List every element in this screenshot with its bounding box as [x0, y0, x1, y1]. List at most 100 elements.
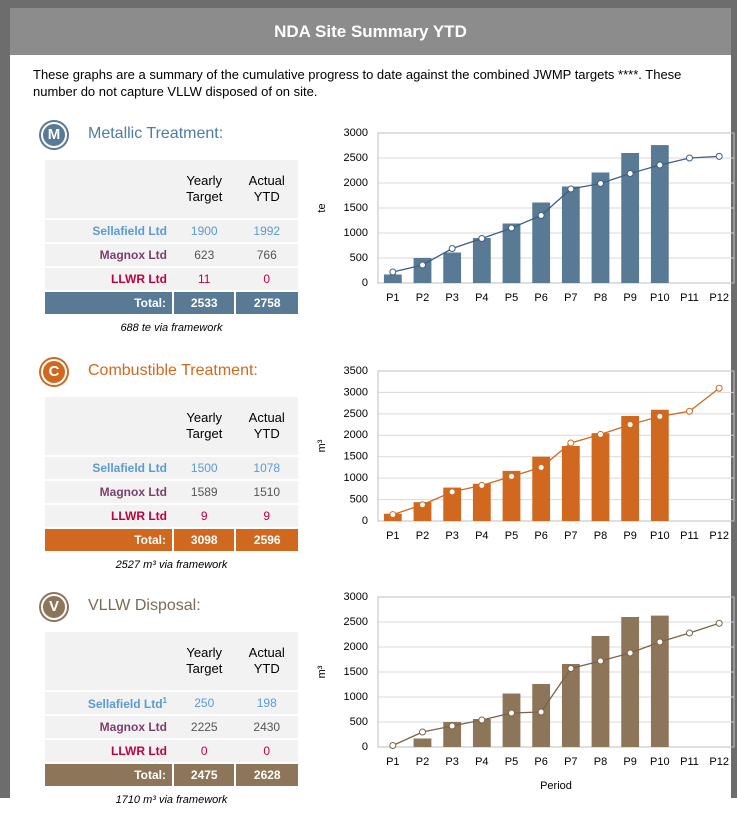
- line-marker: [715, 384, 723, 392]
- line-marker: [597, 180, 604, 187]
- x-tick-label: P11: [680, 756, 699, 768]
- section-title: Combustible Treatment:: [88, 362, 258, 379]
- x-tick-label: P8: [594, 292, 607, 303]
- bar: [413, 258, 432, 283]
- bar: [591, 433, 610, 521]
- x-tick-label: P9: [623, 530, 636, 541]
- bar: [532, 456, 551, 521]
- bar: [472, 719, 491, 747]
- x-tick-label: P9: [623, 756, 636, 768]
- y-tick-label: 2000: [344, 177, 368, 189]
- y-tick-label: 0: [362, 741, 368, 753]
- site-name-text: LLWR Ltd: [111, 509, 167, 523]
- line-marker: [478, 481, 486, 489]
- line-marker: [686, 407, 693, 415]
- line-marker: [537, 212, 545, 219]
- target-value: 1500: [173, 456, 236, 481]
- total-target: 2533: [171, 291, 236, 316]
- target-value: 11: [173, 267, 236, 292]
- y-tick-label: 1500: [344, 666, 368, 678]
- site-name: Sellafield Ltd: [45, 456, 173, 481]
- x-axis-label: Period: [540, 780, 572, 792]
- plot-frame: [377, 370, 735, 522]
- site-name-text: LLWR Ltd: [111, 744, 167, 758]
- line-marker: [448, 245, 456, 252]
- section-title: VLLW Disposal:: [88, 597, 201, 614]
- x-tick-label: P5: [505, 530, 518, 541]
- x-tick-label: P7: [564, 756, 577, 768]
- x-tick-label: P2: [416, 756, 429, 768]
- line: [392, 622, 720, 747]
- icon-letter: C: [48, 363, 60, 380]
- y-axis-label: m³: [316, 439, 328, 452]
- site-name-text: Magnox Ltd: [99, 248, 167, 262]
- y-tick-label: 1500: [344, 451, 368, 463]
- line-marker: [419, 728, 426, 736]
- total-row: Total: 3098 2596: [45, 528, 298, 553]
- bar: [591, 172, 610, 283]
- line-marker: [478, 716, 486, 724]
- empty-cell: [45, 632, 173, 692]
- bar: [502, 470, 521, 521]
- x-tick-label: P1: [386, 530, 399, 541]
- line-marker: [389, 742, 397, 749]
- footnote: 2527 m³ via framework: [115, 559, 228, 571]
- y-axis-label: m³: [316, 665, 328, 678]
- total-label: Total:: [45, 763, 173, 788]
- total-actual: 2758: [234, 291, 298, 316]
- bar: [502, 693, 521, 747]
- actual-value: 1992: [235, 219, 298, 244]
- y-tick-label: 1000: [344, 227, 368, 239]
- icon-letter: V: [48, 598, 59, 615]
- row: Sellafield Ltd 1500 1078: [45, 456, 298, 481]
- site-name: Magnox Ltd: [45, 715, 173, 740]
- line-marker: [626, 649, 634, 657]
- row: LLWR Ltd 11 0: [45, 267, 298, 292]
- icon-letter: M: [47, 126, 61, 143]
- chart: 0 500 1000 1500 2000 2500 3000 3500 m³ P1 P2 P3 P4 P5…: [316, 365, 735, 541]
- header-row: Yearly Target Actual YTD: [45, 397, 298, 457]
- x-tick-label: P10: [650, 530, 670, 541]
- x-tick-label: P5: [505, 756, 518, 768]
- x-tick-label: P3: [445, 530, 458, 541]
- actual-value: 0: [235, 267, 298, 292]
- y-tick-label: 2500: [344, 408, 368, 420]
- column-header: Yearly Target: [173, 160, 236, 220]
- y-tick-label: 1500: [344, 202, 368, 214]
- line-marker: [626, 421, 634, 429]
- line-marker: [567, 665, 575, 672]
- bar: [621, 617, 640, 747]
- x-tick-label: P11: [680, 530, 699, 541]
- x-tick-label: P8: [594, 530, 607, 541]
- x-tick-label: P12: [709, 756, 729, 768]
- line-marker: [656, 412, 664, 420]
- summary-table: Yearly Target Actual YTD Sellafield Ltd 150…: [45, 397, 298, 553]
- header-row: Yearly Target Actual YTD: [45, 632, 298, 692]
- bar: [532, 202, 551, 283]
- line-marker: [656, 161, 664, 169]
- x-tick-label: P12: [709, 292, 729, 303]
- site-note: 1: [162, 695, 167, 705]
- x-tick-label: P5: [505, 292, 518, 303]
- total-actual: 2628: [234, 763, 298, 788]
- x-tick-label: P4: [475, 756, 488, 768]
- site-name: LLWR Ltd: [45, 504, 173, 529]
- line: [392, 155, 720, 273]
- y-tick-label: 1000: [344, 472, 368, 484]
- bar: [443, 722, 462, 747]
- site-name-text: Sellafield Ltd: [92, 224, 167, 238]
- y-tick-label: 500: [350, 493, 368, 505]
- bar: [443, 487, 462, 521]
- line-marker: [508, 472, 515, 480]
- line-marker: [626, 170, 634, 177]
- target-value: 623: [173, 243, 236, 268]
- line-marker: [389, 268, 397, 276]
- empty-cell: [45, 397, 173, 457]
- site-name-text: Sellafield Ltd: [87, 696, 163, 711]
- row: LLWR Ltd 0 0: [45, 739, 298, 764]
- total-target: 3098: [171, 528, 236, 553]
- line: [392, 387, 720, 516]
- bar: [561, 446, 580, 521]
- chart: 0 500 1000 1500 2000 2500 3000 te P1 P2 P3 P4 P5 P6 P7…: [316, 127, 735, 303]
- row: Sellafield Ltd 1900 1992: [45, 219, 298, 244]
